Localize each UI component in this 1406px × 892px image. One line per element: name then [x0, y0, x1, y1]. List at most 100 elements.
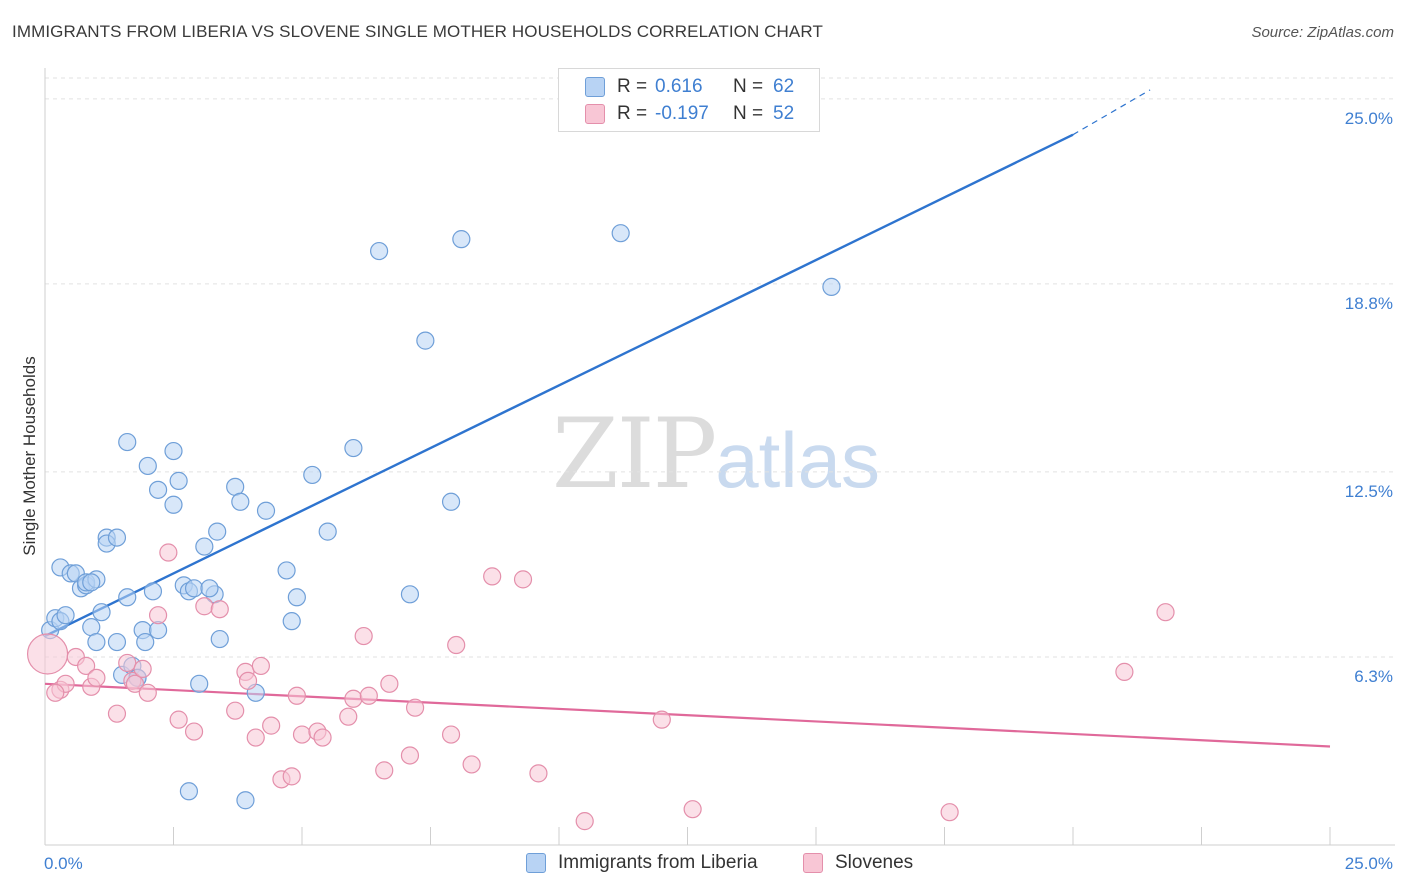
point-slovene: [287, 686, 306, 705]
point-slovene: [26, 633, 69, 675]
point-slovene: [262, 716, 281, 735]
y-axis-label: Single Mother Households: [20, 356, 39, 556]
legend-item-slovenes[interactable]: Slovenes: [803, 852, 913, 874]
point-slovene: [238, 671, 258, 690]
point-slovene: [1156, 603, 1175, 622]
point-liberia: [179, 782, 199, 801]
point-slovene: [447, 635, 466, 655]
point-liberia: [231, 492, 250, 511]
point-liberia: [56, 606, 75, 625]
point-slovene: [380, 674, 399, 693]
point-slovene: [344, 689, 363, 708]
legend-n-value: 62: [773, 76, 795, 97]
point-slovene: [339, 707, 358, 726]
point-slovene: [77, 656, 96, 676]
y-tick-label: 6.3%: [1354, 667, 1393, 686]
data-points: [26, 224, 1175, 831]
point-slovene: [513, 570, 533, 589]
point-slovene: [46, 683, 65, 702]
legend-row-slovenes: R = -0.197 N = 52: [585, 102, 794, 126]
point-liberia: [318, 522, 337, 541]
point-liberia: [822, 277, 841, 296]
legend-n-label: N =: [733, 103, 764, 124]
point-liberia: [164, 441, 183, 461]
point-slovene: [405, 698, 425, 717]
point-slovene: [159, 543, 178, 562]
legend-swatch-blue: [526, 853, 546, 873]
trend-line-liberia-extension: [1072, 89, 1151, 136]
point-slovene: [400, 746, 420, 765]
point-slovene: [226, 701, 245, 720]
point-liberia: [277, 561, 296, 580]
legend-label-liberia: Immigrants from Liberia: [558, 852, 758, 873]
gridlines: [45, 77, 1395, 658]
point-liberia: [107, 528, 127, 547]
point-liberia: [195, 537, 214, 556]
point-slovene: [169, 710, 188, 729]
trend-lines: [44, 89, 1331, 748]
point-slovene: [375, 761, 394, 780]
source-label: Source: ZipAtlas.com: [1251, 24, 1394, 41]
point-liberia: [256, 501, 276, 520]
point-slovene: [148, 606, 168, 625]
point-slovene: [107, 704, 127, 723]
point-liberia: [138, 456, 157, 476]
legend-r-label: R =: [617, 76, 648, 97]
x-tick-label: 0.0%: [44, 854, 83, 873]
point-liberia: [416, 331, 435, 350]
point-liberia: [107, 632, 127, 652]
legend-item-liberia[interactable]: Immigrants from Liberia: [526, 852, 758, 874]
point-liberia: [143, 582, 163, 601]
point-liberia: [400, 585, 420, 604]
legend-label-slovenes: Slovenes: [835, 852, 914, 873]
point-slovene: [354, 626, 373, 646]
series-legend: Immigrants from Liberia Slovenes: [0, 852, 1406, 878]
point-slovene: [133, 659, 152, 679]
stats-legend: R = 0.616 N = 62 R = -0.197 N = 52: [558, 68, 820, 132]
point-liberia: [370, 241, 389, 261]
watermark-atlas: atlas: [715, 416, 880, 504]
point-liberia: [611, 224, 630, 243]
point-liberia: [287, 588, 306, 607]
point-slovene: [940, 803, 959, 822]
trend-line-liberia: [44, 133, 1074, 638]
point-slovene: [138, 683, 157, 702]
point-slovene: [462, 755, 481, 774]
point-liberia: [164, 495, 183, 514]
point-liberia: [169, 471, 188, 490]
point-slovene: [575, 812, 594, 831]
point-liberia: [184, 579, 204, 598]
legend-r-value: -0.197: [655, 103, 709, 124]
legend-swatch-pink: [585, 104, 605, 124]
point-liberia: [282, 612, 301, 631]
legend-n-value: 52: [773, 103, 795, 124]
point-slovene: [251, 656, 270, 676]
y-tick-label: 18.8%: [1345, 294, 1393, 313]
legend-r-label: R =: [617, 103, 648, 124]
point-slovene: [125, 674, 145, 693]
tick-labels: 6.3% 12.5% 18.8% 25.0% 0.0% 25.0%: [44, 109, 1393, 873]
legend-swatch-blue: [585, 77, 605, 97]
point-slovene: [313, 728, 332, 747]
point-slovene: [184, 722, 204, 741]
point-slovene: [1115, 662, 1134, 681]
point-slovene: [195, 597, 214, 616]
point-liberia: [148, 480, 168, 499]
point-slovene: [118, 653, 137, 673]
point-slovene: [529, 764, 548, 783]
point-slovene: [282, 767, 301, 786]
x-tick-label: 25.0%: [1345, 854, 1393, 873]
point-liberia: [87, 632, 106, 652]
point-liberia: [82, 573, 101, 592]
y-tick-label: 12.5%: [1345, 482, 1393, 501]
point-slovene: [210, 600, 229, 619]
point-liberia: [136, 632, 155, 652]
point-liberia: [208, 522, 227, 541]
watermark-zip: ZIP: [552, 398, 717, 510]
point-liberia: [441, 492, 461, 511]
point-slovene: [292, 725, 312, 744]
point-liberia: [236, 791, 255, 810]
point-slovene: [441, 725, 461, 744]
point-liberia: [210, 629, 229, 649]
